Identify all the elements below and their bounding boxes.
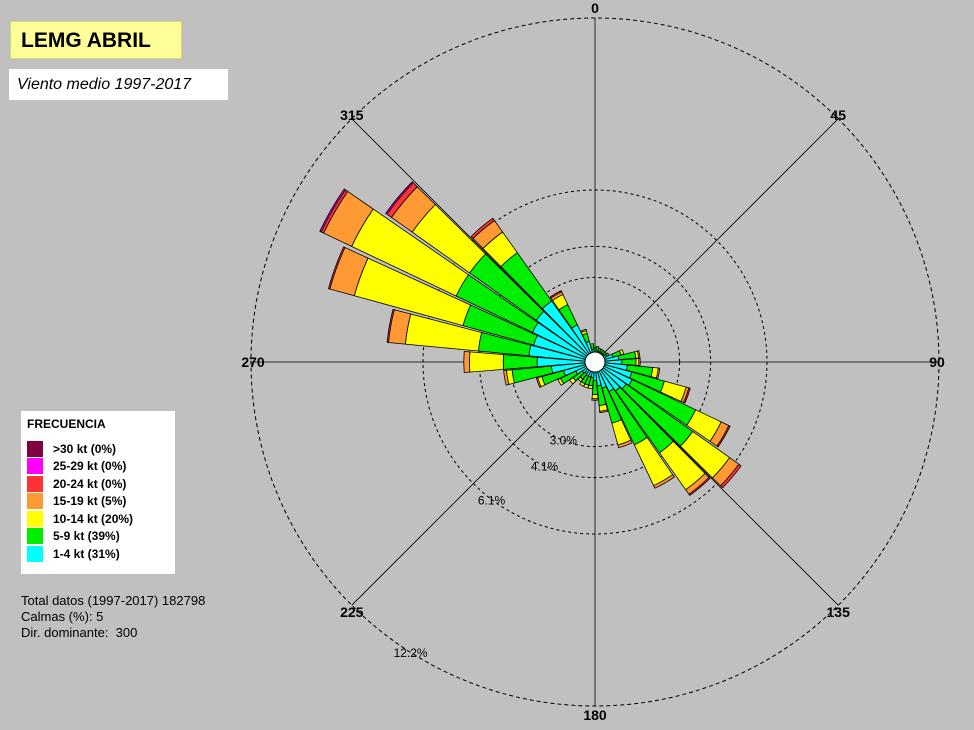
wind-sector-segment	[470, 217, 496, 239]
wind-sector-segment	[618, 349, 625, 356]
ring-label: 6.1%	[478, 493, 506, 507]
ring-label: 3.0%	[550, 434, 578, 448]
legend-swatch	[27, 475, 43, 492]
direction-label: 45	[830, 107, 846, 123]
wind-sector-segment	[579, 381, 586, 387]
wind-sector-segment	[720, 463, 742, 489]
wind-sector-segment	[385, 181, 414, 215]
calm-circle-fill	[584, 351, 606, 373]
wind-sector-segment	[535, 377, 542, 388]
wind-sector-segment	[683, 387, 691, 404]
direction-labels: 3.0% 4.1% 6.1% 12.2% 0 45 90 135 180 225 270 315	[241, 0, 945, 723]
legend: FRECUENCIA >30 kt (0%) 25-29 kt (0%) 20-…	[21, 411, 175, 574]
wind-sector-segment	[591, 398, 599, 401]
direction-label: 90	[929, 354, 945, 370]
legend-title: FRECUENCIA	[27, 417, 106, 431]
ring-label: 12.2%	[394, 646, 428, 660]
wind-sector-segment	[557, 377, 565, 386]
legend-label: >30 kt (0%)	[53, 441, 117, 456]
wind-sector-segment	[502, 354, 538, 370]
legend-swatch	[27, 440, 43, 457]
legend-item: 25-29 kt (0%)	[27, 458, 175, 476]
legend-label: 10-14 kt (20%)	[53, 511, 134, 526]
legend-item: 1-4 kt (31%)	[27, 545, 175, 563]
stats-block: Total datos (1997-2017) 182798 Calmas (%…	[21, 593, 205, 641]
legend-label: 1-4 kt (31%)	[53, 546, 120, 561]
wind-sector-segment	[688, 476, 711, 496]
wind-sector-segment	[503, 369, 510, 386]
wind-sector-segment	[636, 350, 641, 359]
calm-circle	[584, 351, 606, 373]
legend-item: 20-24 kt (0%)	[27, 475, 175, 493]
wind-sector-segment	[595, 345, 600, 352]
wind-sector-segment	[716, 425, 731, 448]
legend-item: 5-9 kt (39%)	[27, 528, 175, 546]
direction-label: 315	[340, 107, 364, 123]
wind-sector-segment	[587, 384, 594, 390]
legend-item: 10-14 kt (20%)	[27, 510, 175, 528]
wind-sector-segment	[638, 357, 641, 367]
wind-sector-segment	[621, 358, 637, 366]
chart-subtitle: Viento medio 1997-2017	[9, 69, 228, 100]
legend-label: 20-24 kt (0%)	[53, 476, 127, 491]
legend-swatch	[27, 528, 43, 545]
wind-sector-segment	[580, 328, 587, 333]
stats-dominant: Dir. dominante: 300	[21, 625, 138, 640]
legend-swatch	[27, 510, 43, 527]
direction-label: 180	[583, 707, 607, 723]
direction-label: 270	[241, 354, 265, 370]
legend-swatch	[27, 545, 43, 562]
direction-label: 0	[591, 0, 599, 16]
direction-label: 225	[340, 604, 364, 620]
wind-sectors	[319, 181, 742, 496]
legend-item: >30 kt (0%)	[27, 440, 175, 458]
chart-title: LEMG ABRIL	[10, 21, 182, 59]
wind-sector-segment	[328, 246, 346, 290]
legend-swatch	[27, 493, 43, 510]
wind-sector-segment	[599, 409, 609, 414]
stats-total: Total datos (1997-2017) 182798	[21, 593, 206, 608]
wind-sector-segment	[653, 474, 675, 489]
wind-sector-segment	[319, 188, 346, 233]
wind-sector-segment	[549, 290, 563, 299]
legend-item: 15-19 kt (5%)	[27, 493, 175, 511]
ring-label: 4.1%	[531, 459, 559, 473]
wind-sector-segment	[656, 367, 661, 379]
legend-label: 25-29 kt (0%)	[53, 459, 127, 474]
wind-sector-segment	[591, 394, 599, 400]
wind-sector-segment	[589, 343, 595, 351]
wind-sector-segment	[468, 351, 504, 373]
wind-sector-segment	[463, 351, 471, 373]
stats-calms: Calmas (%): 5	[21, 609, 104, 624]
legend-swatch	[27, 458, 43, 475]
wind-sector-segment	[386, 308, 395, 343]
direction-label: 135	[827, 604, 851, 620]
wind-sector-segment	[617, 439, 633, 449]
legend-label: 5-9 kt (39%)	[53, 529, 120, 544]
legend-label: 15-19 kt (5%)	[53, 494, 127, 509]
